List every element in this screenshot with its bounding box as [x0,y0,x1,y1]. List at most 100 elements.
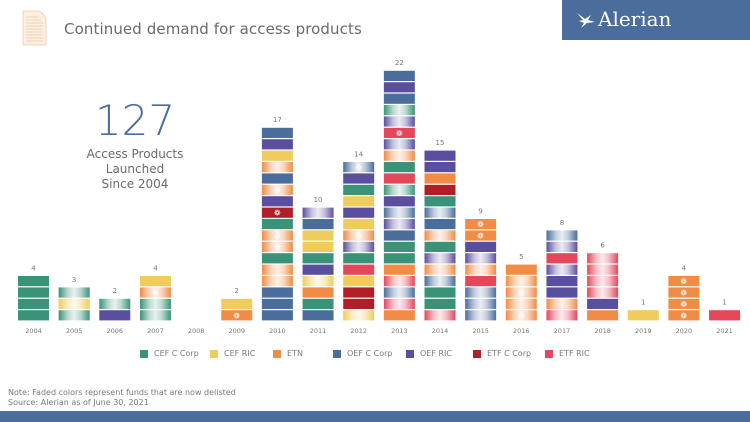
brand-name: Alerian [598,7,672,31]
bar-segment-oef-ric [587,298,619,309]
bar-segment-cef-c-corp [424,196,456,207]
bar-segment-cef-c-corp [139,298,171,309]
bar-segment-etf-ric [709,310,741,321]
bird-logo-icon: ❁ [681,277,688,286]
bar-segment-cef-c-corp [261,219,293,230]
legend-item-etf-ric: ETF RIC [545,349,595,358]
bar-segment-oef-c-corp [383,70,415,81]
bar-segment-etf-ric [587,253,619,264]
bar-segment-oef-ric [424,253,456,264]
bar-segment-cef-c-corp [99,298,131,309]
bar-segment-cef-ric [139,276,171,287]
legend-item-cef-ric: CEF RIC [210,349,273,358]
bar-total-label: 3 [72,276,76,284]
bar-segment-etn [505,276,537,287]
x-tick-label: 2006 [107,327,124,335]
bird-logo-icon: ❁ [355,232,362,241]
legend-swatch [406,349,414,358]
bar-segment-cef-c-corp [383,184,415,195]
bar-segment-oef-c-corp [261,127,293,138]
x-tick-label: 2014 [432,327,449,335]
page-title: Continued demand for access products [64,20,362,38]
total-products-count: 127 [94,96,176,145]
bar-segment-cef-c-corp [302,253,334,264]
bar-segment-etn [424,173,456,184]
bar-segment-etn [139,287,171,298]
bar-segment-cef-ric [343,310,375,321]
note-text: Note: Faded colors represent funds that … [8,388,236,397]
bar-segment-oef-c-corp [261,298,293,309]
x-tick-label: 2012 [350,327,367,335]
bar-segment-oef-ric [261,196,293,207]
legend-item-cef-c-corp: CEF C Corp [140,349,210,358]
bar-segment-oef-c-corp [424,276,456,287]
bar-segment-cef-c-corp [424,298,456,309]
bar-segment-etn [383,264,415,275]
bar-total-label: 1 [641,299,645,307]
bar-segment-cef-ric [302,230,334,241]
bar-segment-cef-ric [343,276,375,287]
x-tick-label: 2015 [472,327,489,335]
bar-segment-oef-c-corp [424,219,456,230]
bar-segment-cef-c-corp [261,253,293,264]
bar-segment-oef-c-corp [302,310,334,321]
bar-segment-oef-ric [465,241,497,252]
bar-segment-cef-ric [627,310,659,321]
caption-line: Since 2004 [101,177,169,191]
bar-segment-oef-c-corp [261,310,293,321]
bird-logo-icon: ❁ [477,220,484,229]
bar-segment-etn [261,162,293,173]
bar-segment-cef-c-corp [343,184,375,195]
bar-segment-etf-ric [465,276,497,287]
bar-segment-oef-c-corp [261,287,293,298]
bar-segment-etf-c-corp [343,298,375,309]
bar-segment-cef-c-corp [383,162,415,173]
bar-segment-cef-ric [221,298,253,309]
legend-swatch [333,349,341,358]
bar-segment-etf-ric [383,276,415,287]
bar-segment-oef-ric [343,241,375,252]
bar-segment-oef-ric [343,173,375,184]
bar-segment-oef-ric [424,150,456,161]
x-tick-label: 2013 [391,327,408,335]
bird-logo-icon: ❁ [274,186,281,195]
bird-logo-icon: ❁ [274,232,281,241]
legend-swatch [473,349,481,358]
bar-total-label: 4 [682,264,687,272]
bird-logo-icon [577,13,595,28]
bar-segment-oef-c-corp [302,219,334,230]
bar-segment-etn [505,264,537,275]
bar-segment-etn [261,184,293,195]
bar-segment-etn [383,310,415,321]
bar-total-label: 17 [273,116,282,124]
chart-legend: CEF C Corp CEF RIC ETN OEF C Corp OEF RIC ETF… [140,349,595,358]
x-tick-label: 2010 [269,327,286,335]
bar-segment-oef-c-corp [465,310,497,321]
bar-segment-cef-ric [302,276,334,287]
document-icon [22,10,47,46]
bird-logo-icon: ❁ [355,163,362,172]
bar-segment-etn [383,150,415,161]
bar-segment-oef-c-corp [383,207,415,218]
bird-logo-icon: ❁ [477,232,484,241]
bar-segment-cef-ric [343,219,375,230]
legend-item-oef-ric: OEF RIC [406,349,473,358]
bar-segment-cef-c-corp [383,241,415,252]
bar-segment-cef-c-corp [302,298,334,309]
bar-segment-oef-ric [383,116,415,127]
legend-swatch [545,349,553,358]
x-tick-label: 2018 [594,327,611,335]
bar-segment-etn [668,298,700,309]
x-tick-label: 2016 [513,327,530,335]
bar-segment-etn [424,264,456,275]
bar-segment-etf-ric [424,310,456,321]
legend-swatch [210,349,218,358]
bar-segment-etn [505,287,537,298]
legend-label: OEF C Corp [347,349,393,358]
bar-segment-cef-c-corp [58,310,90,321]
bar-total-label: 2 [235,287,239,295]
bar-segment-cef-c-corp [18,298,49,309]
caption-line: Access Products [86,147,184,161]
bar-segment-etn [465,230,497,241]
bar-segment-cef-c-corp [58,287,90,298]
